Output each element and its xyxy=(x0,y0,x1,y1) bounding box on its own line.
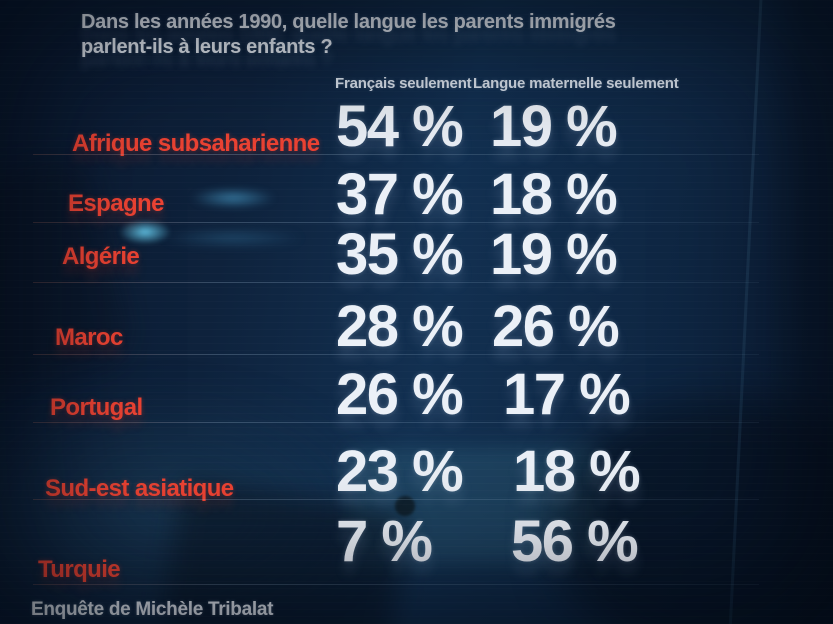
row-label-country: Portugal xyxy=(50,394,143,421)
column-header-francais-seulement: Français seulement xyxy=(335,75,472,92)
table-row: Portugal 26 % 17 % xyxy=(0,365,833,425)
row-label-country: Afrique subsaharienne xyxy=(72,130,320,157)
question-title-line-1: Dans les années 1990, quelle langue les … xyxy=(81,11,616,33)
row-separator-line xyxy=(33,422,759,423)
value-francais-seulement: 7 % xyxy=(336,509,433,574)
row-label-country: Espagne xyxy=(68,190,164,217)
question-title: Dans les années 1990, quelle langue les … xyxy=(81,10,616,60)
value-langue-maternelle-seulement: 19 % xyxy=(490,94,618,159)
row-label-country: Maroc xyxy=(55,324,123,351)
table-row: Maroc 28 % 26 % xyxy=(0,297,833,357)
table-row: Sud-est asiatique 23 % 18 % xyxy=(0,442,833,502)
value-langue-maternelle-seulement: 18 % xyxy=(490,162,618,227)
row-label-country: Turquie xyxy=(38,556,121,583)
row-label-country: Algérie xyxy=(62,243,140,270)
value-francais-seulement: 54 % xyxy=(336,94,464,159)
row-label-country: Sud-est asiatique xyxy=(45,475,234,502)
value-francais-seulement: 37 % xyxy=(336,162,464,227)
value-langue-maternelle-seulement: 18 % xyxy=(513,439,641,504)
value-langue-maternelle-seulement: 26 % xyxy=(492,294,620,359)
row-separator-line xyxy=(33,222,759,223)
value-langue-maternelle-seulement: 19 % xyxy=(490,222,618,287)
value-francais-seulement: 35 % xyxy=(336,222,464,287)
table-row: Turquie 7 % 56 % xyxy=(0,509,833,585)
row-separator-line xyxy=(33,154,759,155)
value-francais-seulement: 23 % xyxy=(336,439,464,504)
table-row: Espagne 37 % 18 % xyxy=(0,165,833,225)
row-separator-line xyxy=(33,499,759,500)
row-separator-line xyxy=(33,584,759,585)
question-title-line-2: parlent-ils à leurs enfants ? xyxy=(81,36,333,58)
value-francais-seulement: 28 % xyxy=(336,294,464,359)
value-langue-maternelle-seulement: 17 % xyxy=(503,362,631,427)
column-header-langue-maternelle-seulement: Langue maternelle seulement xyxy=(473,75,679,92)
value-langue-maternelle-seulement: 56 % xyxy=(511,509,639,574)
source-credit: Enquête de Michèle Tribalat xyxy=(31,599,274,620)
table-row: Afrique subsaharienne 54 % 19 % xyxy=(0,97,833,157)
value-francais-seulement: 26 % xyxy=(336,362,464,427)
row-separator-line xyxy=(33,354,759,355)
table-row: Algérie 35 % 19 % xyxy=(0,225,833,285)
row-separator-line xyxy=(33,282,759,283)
